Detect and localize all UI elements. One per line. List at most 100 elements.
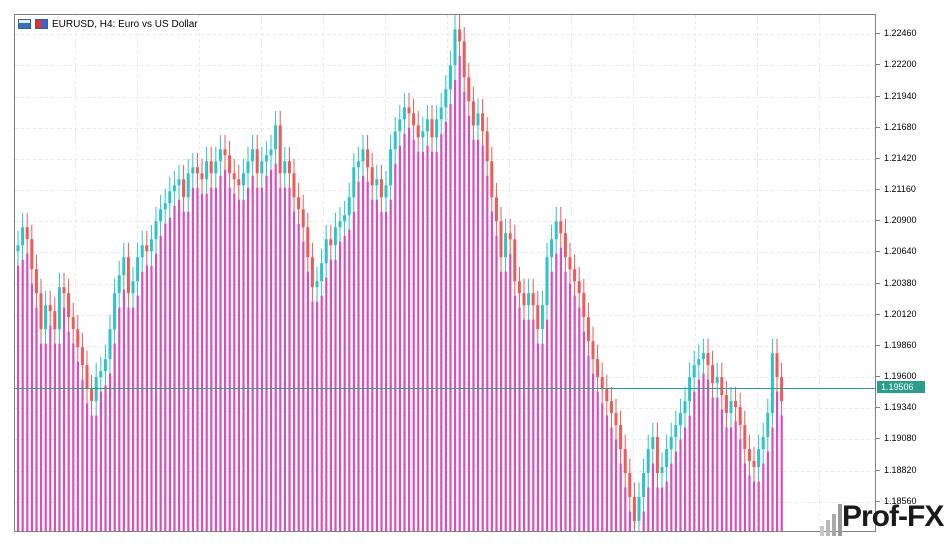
volume-bar — [17, 265, 20, 531]
candle-body — [283, 161, 287, 174]
volume-bar — [49, 325, 52, 531]
volume-bar — [191, 187, 194, 531]
candle-body — [729, 401, 733, 414]
volume-bar — [320, 295, 323, 531]
volume-bar — [647, 487, 650, 531]
candle-body — [177, 179, 181, 186]
candle-body — [278, 125, 282, 174]
volume-bar — [573, 295, 576, 531]
candle-body — [241, 173, 245, 186]
candle-body — [232, 173, 236, 180]
volume-bar — [661, 487, 664, 531]
candle-body — [39, 293, 43, 330]
volume-bar — [311, 301, 314, 531]
logo-bars-icon — [820, 504, 842, 536]
volume-bar — [394, 163, 397, 531]
y-tick-label: 1.22460 — [884, 28, 917, 39]
volume-bar — [104, 385, 107, 531]
volume-bar — [509, 253, 512, 531]
candle-body — [53, 311, 57, 330]
candle-body — [586, 317, 590, 342]
candle-body — [504, 233, 508, 258]
volume-bar — [228, 187, 231, 531]
volume-bar — [679, 439, 682, 531]
candle-body — [550, 239, 554, 258]
y-tick-mark — [876, 313, 880, 315]
y-tick-mark — [876, 344, 880, 346]
candle-body — [540, 305, 544, 330]
volume-bar — [283, 187, 286, 531]
y-tick-mark — [876, 500, 880, 502]
volume-bar — [771, 427, 774, 531]
volume-bar — [624, 487, 627, 531]
candle-body — [310, 257, 314, 288]
volume-bar — [656, 487, 659, 531]
volume-bar — [739, 439, 742, 531]
volume-bar — [702, 373, 705, 531]
candle-body — [531, 293, 535, 306]
volume-bar — [766, 451, 769, 531]
candle-body — [412, 113, 416, 126]
volume-bar — [610, 427, 613, 531]
symbol-flag-icon — [35, 19, 48, 29]
candle-body — [421, 131, 425, 138]
volume-bar — [780, 415, 783, 531]
candle-body — [108, 329, 112, 360]
volume-bar — [417, 151, 420, 531]
candle-body — [264, 155, 268, 162]
chart-plot-area[interactable] — [14, 14, 876, 532]
candle-body — [67, 293, 71, 318]
candle-body — [770, 353, 774, 414]
volume-bar — [187, 211, 190, 531]
candle-body — [361, 149, 365, 162]
volume-bar — [224, 169, 227, 531]
candle-body — [352, 167, 356, 198]
candle-body — [85, 365, 89, 390]
candle-body — [674, 425, 678, 438]
volume-bar — [421, 151, 424, 531]
volume-bar — [619, 463, 622, 531]
candle-body — [159, 209, 163, 222]
y-tick-mark — [876, 220, 880, 222]
volume-bar — [398, 145, 401, 531]
volume-bar — [334, 259, 337, 531]
volume-bar — [408, 127, 411, 531]
candle-body — [711, 365, 715, 384]
volume-bar — [329, 259, 332, 531]
volume-bar — [495, 235, 498, 531]
candle-body — [743, 425, 747, 450]
candle-body — [545, 257, 549, 306]
candle-body — [660, 467, 664, 474]
volume-bar — [265, 175, 268, 531]
volume-bar — [306, 271, 309, 531]
volume-bar — [628, 511, 631, 531]
candle-body — [80, 347, 84, 366]
candle-body — [766, 413, 770, 438]
candle-body — [218, 149, 222, 162]
candle-body — [462, 41, 466, 78]
volume-bar — [72, 343, 75, 531]
candle-body — [720, 377, 724, 396]
candle-body — [481, 113, 485, 132]
volume-bar — [541, 343, 544, 531]
volume-bar — [122, 289, 125, 531]
volume-bar — [26, 253, 29, 531]
volume-bar — [30, 283, 33, 531]
candle-body — [34, 269, 38, 294]
volume-bar — [214, 187, 217, 531]
y-tick-mark — [876, 126, 880, 128]
candle-body — [637, 497, 641, 522]
volume-bar — [477, 139, 480, 531]
candle-body — [375, 179, 379, 186]
volume-bar — [44, 343, 47, 531]
volume-bar — [730, 427, 733, 531]
price-axis[interactable]: 1.22460 1.22200 1.21940 1.21680 1.21420 1.211… — [876, 14, 944, 532]
candle-body — [715, 377, 719, 384]
candle-body — [76, 329, 80, 348]
volume-bar — [582, 331, 585, 531]
y-tick-mark — [876, 469, 880, 471]
volume-bar — [242, 199, 245, 531]
volume-bar — [210, 187, 213, 531]
candle-body — [448, 65, 452, 90]
